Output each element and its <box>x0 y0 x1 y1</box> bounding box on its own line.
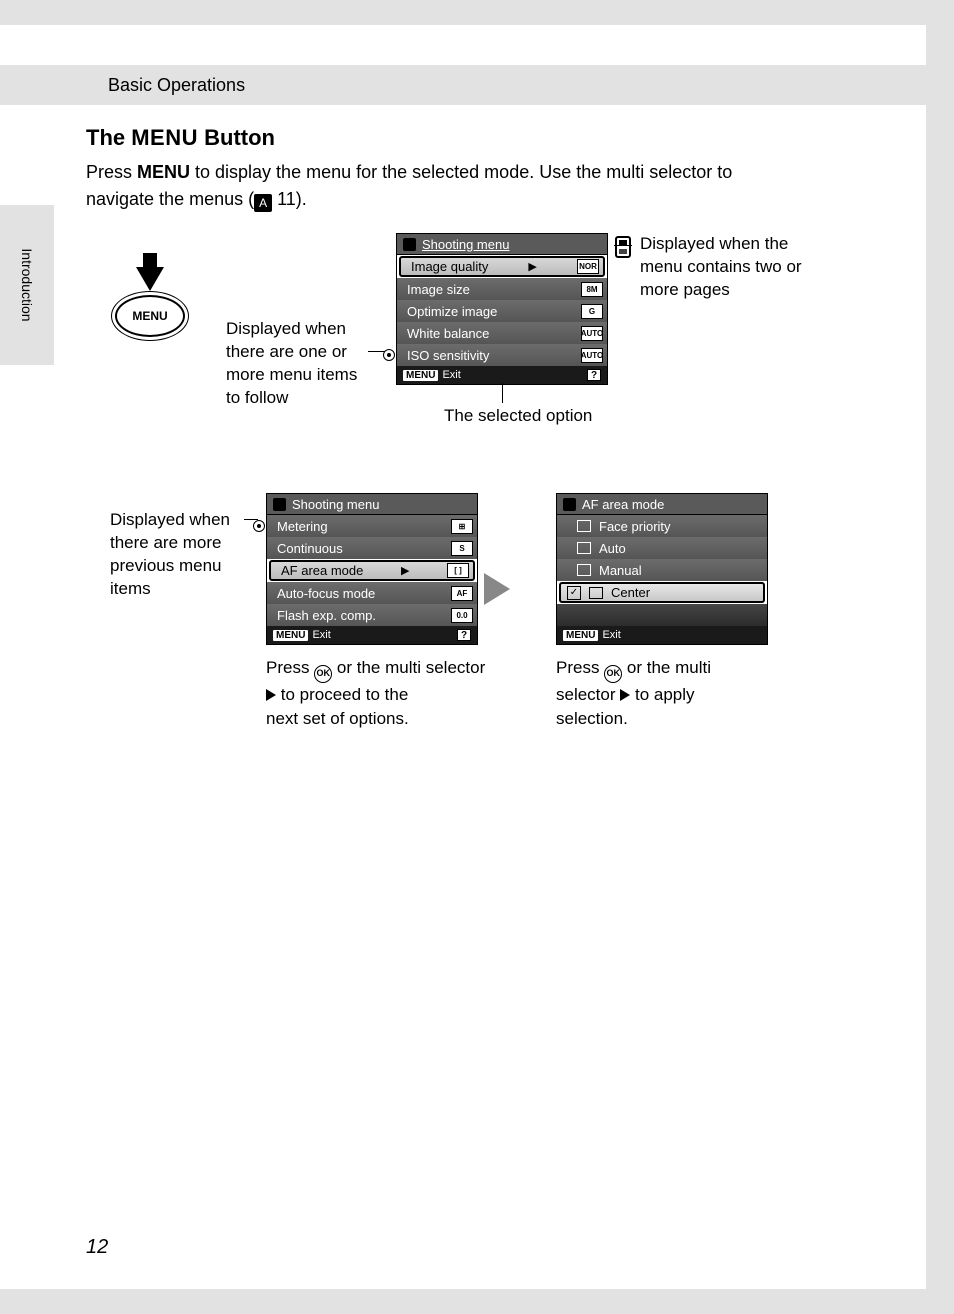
ok-button-icon: OK <box>604 665 622 683</box>
face-priority-icon <box>577 520 591 532</box>
lcd-row-selected: Image quality▶ NOR <box>399 256 605 277</box>
caption-apply: Press OK or the multi selector to apply … <box>556 656 756 731</box>
lcd-row: White balanceAUTO <box>397 322 607 344</box>
callout-selected: The selected option <box>444 405 592 428</box>
reference-icon: A <box>254 194 272 212</box>
scroll-indicator-icon <box>615 236 631 258</box>
af-icon <box>563 498 576 511</box>
lcd-footer: MENU Exit ? <box>267 626 477 644</box>
leader-line <box>614 245 632 246</box>
help-icon: ? <box>587 369 601 381</box>
center-icon <box>589 587 603 599</box>
lcd-row-selected: ✓Center <box>559 582 765 603</box>
lcd-shooting-menu-1: Shooting menu Image quality▶ NOR Image s… <box>396 233 608 385</box>
leader-line <box>502 383 503 403</box>
lcd-row: Image size8M <box>397 278 607 300</box>
callout-follow: Displayed when there are one or more men… <box>226 318 386 410</box>
lcd-row: Flash exp. comp.0.0 <box>267 604 477 626</box>
lcd-footer: MENU Exit <box>557 626 767 644</box>
lcd-blank-row <box>557 604 767 626</box>
auto-icon <box>577 542 591 554</box>
arrow-down-icon <box>136 267 164 291</box>
figure-row-2: Displayed when there are more previous m… <box>86 493 886 753</box>
figure-row-1: MENU Displayed when there are one or mor… <box>86 233 886 473</box>
callout-previous: Displayed when there are more previous m… <box>110 509 250 601</box>
lcd-row: Auto-focus modeAF <box>267 582 477 604</box>
mode-p-icon <box>273 498 286 511</box>
more-below-icon <box>383 349 395 361</box>
lcd-row: Optimize imageG <box>397 300 607 322</box>
menu-tag-icon: MENU <box>563 630 598 641</box>
lcd-title: Shooting menu <box>267 494 477 515</box>
lcd-row: Face priority <box>557 515 767 537</box>
page-number: 12 <box>86 1236 108 1259</box>
manual-icon <box>577 564 591 576</box>
lcd-row: Manual <box>557 559 767 581</box>
menu-tag-icon: MENU <box>273 630 308 641</box>
triangle-right-icon <box>620 689 630 701</box>
ok-button-icon: OK <box>314 665 332 683</box>
lcd-title: AF area mode <box>557 494 767 515</box>
menu-button-icon: MENU <box>115 295 185 337</box>
menu-word: MENU <box>131 125 198 150</box>
lcd-row: ContinuousS <box>267 537 477 559</box>
lcd-af-area-mode: AF area mode Face priority Auto Manual ✓… <box>556 493 768 645</box>
help-icon: ? <box>457 629 471 641</box>
menu-button-graphic: MENU <box>110 253 190 363</box>
arrow-stem <box>143 253 157 267</box>
proceed-arrow-icon <box>484 573 510 605</box>
lcd-row: ISO sensitivityAUTO <box>397 344 607 366</box>
lcd-row: Auto <box>557 537 767 559</box>
chevron-right-icon: ▶ <box>528 260 536 273</box>
caption-proceed: Press OK or the multi selector to procee… <box>266 656 496 731</box>
more-above-icon <box>253 520 265 532</box>
lcd-row: Metering⊞ <box>267 515 477 537</box>
page: Basic Operations Introduction The MENU B… <box>0 25 926 1289</box>
mode-p-icon <box>403 238 416 251</box>
callout-pages: Displayed when the menu contains two or … <box>640 233 840 302</box>
lcd-shooting-menu-2: Shooting menu Metering⊞ ContinuousS AF a… <box>266 493 478 645</box>
page-title: The MENU Button <box>86 125 886 151</box>
side-tab: Introduction <box>0 205 54 365</box>
intro-text: Press MENU to display the menu for the s… <box>86 159 886 213</box>
lcd-title: Shooting menu <box>397 234 607 255</box>
triangle-right-icon <box>266 689 276 701</box>
content: The MENU Button Press MENU to display th… <box>86 125 886 753</box>
chevron-right-icon: ▶ <box>401 564 409 577</box>
chapter-header: Basic Operations <box>0 65 926 105</box>
check-icon: ✓ <box>567 586 581 600</box>
menu-tag-icon: MENU <box>403 370 438 381</box>
side-tab-label: Introduction <box>19 248 35 321</box>
lcd-footer: MENU Exit ? <box>397 366 607 384</box>
chapter-title: Basic Operations <box>108 75 245 95</box>
lcd-row-selected: AF area mode▶[ ] <box>269 560 475 581</box>
